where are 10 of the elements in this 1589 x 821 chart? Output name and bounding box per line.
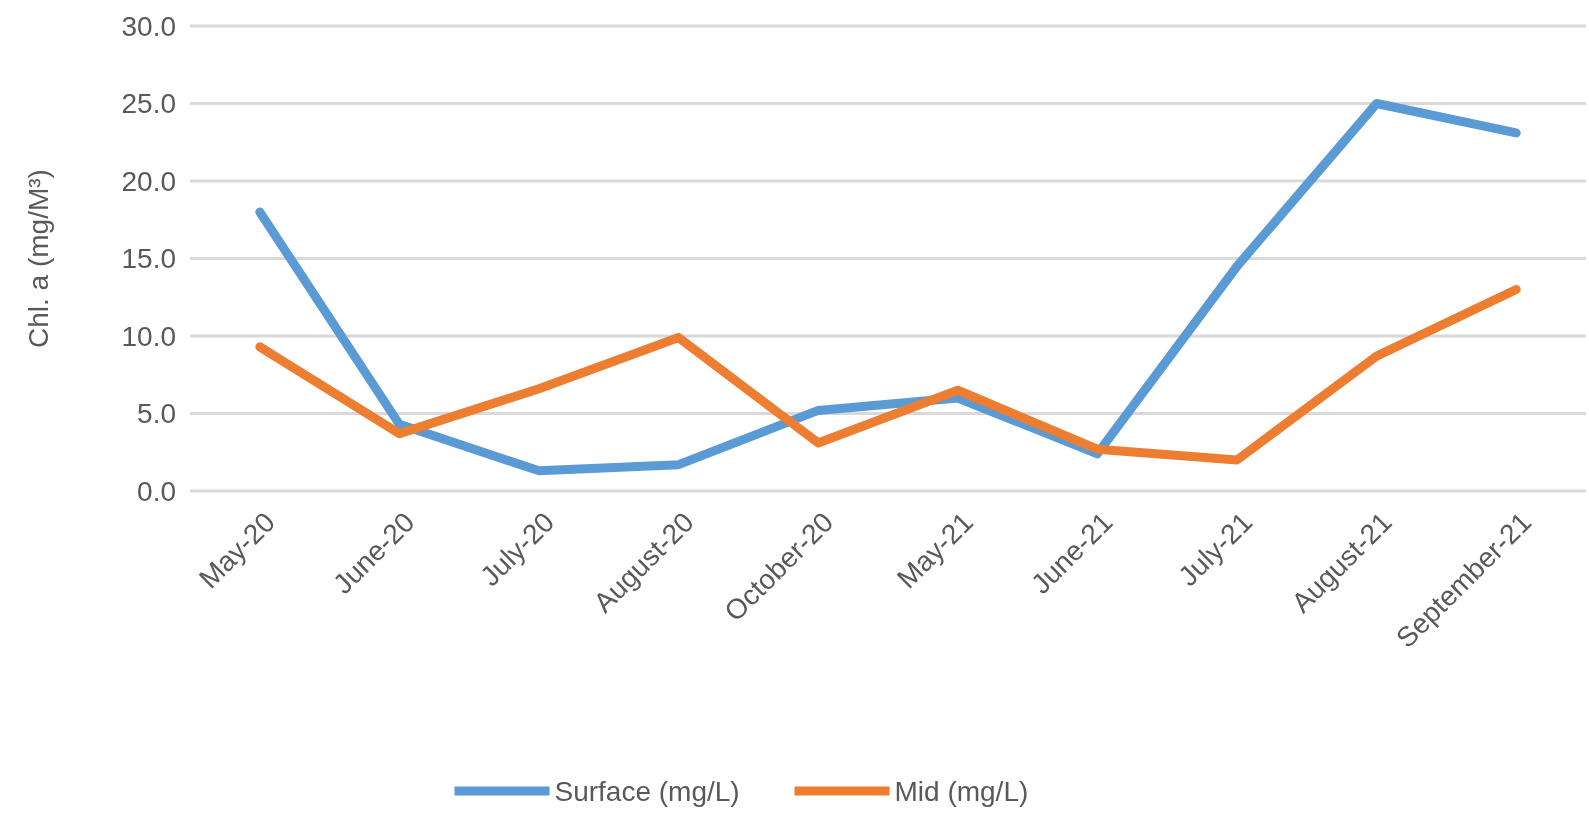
y-tick-label: 20.0 (121, 165, 176, 197)
y-tick-label: 10.0 (121, 320, 176, 352)
y-tick-label: 30.0 (121, 10, 176, 42)
y-tick-label: 15.0 (121, 243, 176, 275)
legend-label: Surface (mg/L) (554, 775, 740, 807)
y-tick-label: 25.0 (121, 88, 176, 120)
y-tick-label: 0.0 (137, 475, 176, 507)
y-axis-title: Chl. a (mg/M³) (23, 169, 54, 348)
y-tick-label: 5.0 (137, 398, 176, 430)
legend-label: Mid (mg/L) (894, 775, 1029, 807)
